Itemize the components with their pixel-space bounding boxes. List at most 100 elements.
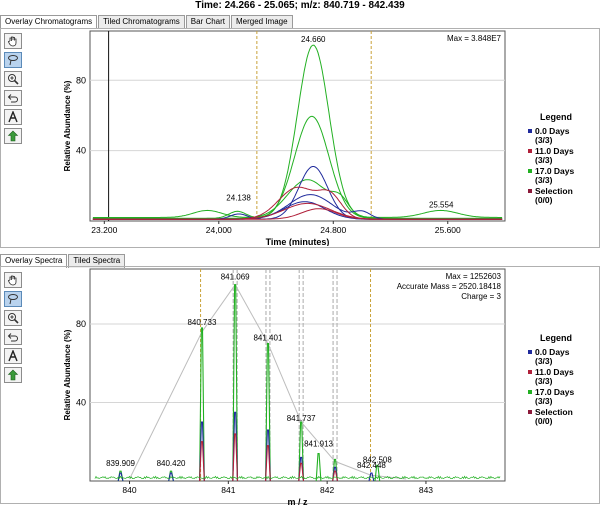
tab-merged-image[interactable]: Merged Image xyxy=(231,15,293,29)
spectrum-peak xyxy=(199,327,205,482)
zoom-tool-button[interactable] xyxy=(4,71,22,87)
lasso-tool-button[interactable] xyxy=(4,52,22,68)
spectrum-info-label: Charge = 3 xyxy=(461,292,501,301)
chromatogram-legend-swatch xyxy=(528,189,532,193)
export-icon xyxy=(7,130,19,142)
tab-tiled-spectra[interactable]: Tiled Spectra xyxy=(68,254,126,268)
tab-overlay-chromatograms[interactable]: Overlay Chromatograms xyxy=(0,15,98,29)
spectrum-chart[interactable]: 40 80 840 841 842 843 m / z Relative Abundance … xyxy=(0,266,600,505)
export-icon xyxy=(7,369,19,381)
export-button-2[interactable] xyxy=(4,367,22,383)
undo-zoom-button[interactable] xyxy=(4,90,22,106)
chromatogram-x-tick-label: 24.800 xyxy=(320,225,346,235)
hand-icon xyxy=(7,275,17,286)
spectrum-peak xyxy=(298,421,305,482)
spectrum-peak-label: 840.733 xyxy=(187,318,216,327)
spectrum-peak-label: 841.913 xyxy=(304,440,333,449)
spectrum-legend-count: (3/3) xyxy=(535,396,553,406)
spectrum-x-tick-label: 842 xyxy=(320,485,334,495)
spectrum-peak-label: 841.737 xyxy=(287,414,316,423)
chromatogram-y-tick-label: 80 xyxy=(76,75,86,85)
chromatogram-toolbar xyxy=(4,33,24,147)
annotate-button[interactable] xyxy=(4,109,22,125)
spectrum-legend-label: 11.0 Days xyxy=(535,367,574,377)
annotate-icon xyxy=(8,111,18,123)
hand-tool-button-2[interactable] xyxy=(4,272,22,288)
spectrum-legend-swatch xyxy=(528,390,532,394)
zoom-icon xyxy=(8,313,19,324)
spectrum-peak xyxy=(332,470,338,482)
chromatogram-x-axis-label: Time (minutes) xyxy=(266,237,330,246)
spectrum-legend-count: (0/0) xyxy=(535,416,553,426)
tab-tiled-chromatograms[interactable]: Tiled Chromatograms xyxy=(98,15,185,29)
chromatogram-trace xyxy=(92,44,503,218)
spectrum-peak xyxy=(265,445,271,482)
chromatogram-trace xyxy=(92,179,503,219)
spectrum-theoretical-envelope xyxy=(129,283,407,480)
spectra-tabs: Overlay Spectra Tiled Spectra xyxy=(0,254,126,268)
chromatogram-x-tick-label: 24,000 xyxy=(206,225,232,235)
chromatogram-legend-count: (3/3) xyxy=(535,175,553,185)
spectrum-peak xyxy=(298,462,305,482)
spectrum-y-tick-label: 80 xyxy=(76,319,86,329)
chromatogram-peak-label: 25.554 xyxy=(429,200,454,209)
spectrum-legend-label: 0.0 Days xyxy=(535,347,570,357)
spectrum-peak-label: 840.420 xyxy=(157,459,186,468)
chromatogram-tabs: Overlay Chromatograms Tiled Chromatogram… xyxy=(0,15,294,29)
chromatogram-max-label: Max = 3.848E7 xyxy=(447,34,502,43)
spectrum-legend-count: (3/3) xyxy=(535,376,553,386)
chromatogram-legend-swatch xyxy=(528,169,532,173)
undo-zoom-button-2[interactable] xyxy=(4,329,22,345)
spectrum-legend-label: 17.0 Days xyxy=(535,387,574,397)
spectrum-peak-label: 842.508 xyxy=(363,455,392,464)
chromatogram-plot-area xyxy=(89,30,506,222)
spectrum-peak xyxy=(265,343,271,482)
chromatogram-y-tick-label: 40 xyxy=(76,146,86,156)
zoom-tool-button-2[interactable] xyxy=(4,310,22,326)
lasso-icon xyxy=(8,294,18,305)
spectrum-legend-title: Legend xyxy=(540,333,572,343)
spectrum-peak-label: 839.909 xyxy=(106,459,135,468)
chromatogram-peak-label: 24.660 xyxy=(301,35,326,44)
chromatogram-legend-count: (3/3) xyxy=(535,135,553,145)
annotate-icon xyxy=(8,350,18,362)
spectrum-x-tick-label: 841 xyxy=(221,485,235,495)
hand-icon xyxy=(7,36,17,47)
chromatogram-legend-label: 11.0 Days xyxy=(535,146,574,156)
spectrum-peak xyxy=(232,284,239,482)
chromatogram-legend-label: 0.0 Days xyxy=(535,126,570,136)
lasso-tool-button-2[interactable] xyxy=(4,291,22,307)
chromatogram-legend-label: 17.0 Days xyxy=(535,166,574,176)
chromatogram-x-tick-label: 25.600 xyxy=(435,225,461,235)
chromatogram-chart[interactable]: 40 80 23.200 24,000 24.800 25.600 Time (minute… xyxy=(0,28,600,246)
spectrum-plot-area xyxy=(89,268,506,482)
spectrum-peak xyxy=(232,433,239,482)
tab-overlay-spectra[interactable]: Overlay Spectra xyxy=(0,254,68,268)
tab-bar-chart[interactable]: Bar Chart xyxy=(185,15,230,29)
chromatogram-legend-label: Selection xyxy=(535,186,573,196)
annotate-button-2[interactable] xyxy=(4,348,22,364)
spectrum-legend-swatch xyxy=(528,410,532,414)
chromatogram-legend-swatch xyxy=(528,149,532,153)
spectrum-y-axis-label: Relative Abundance (%) xyxy=(63,329,72,420)
zoom-icon xyxy=(8,74,19,85)
spectrum-peak-label: 841.401 xyxy=(253,334,282,343)
spectrum-x-axis-label: m / z xyxy=(287,497,308,505)
hand-tool-button[interactable] xyxy=(4,33,22,49)
undo-zoom-icon xyxy=(7,94,18,103)
chromatogram-trace xyxy=(92,208,503,220)
chromatogram-y-axis-label: Relative Abundance (%) xyxy=(63,80,72,171)
chromatogram-legend-title: Legend xyxy=(540,112,572,122)
spectrum-peak xyxy=(374,464,381,482)
lasso-icon xyxy=(8,55,18,66)
chromatogram-legend-swatch xyxy=(528,129,532,133)
export-button[interactable] xyxy=(4,128,22,144)
page-title: Time: 24.266 - 25.065; m/z: 840.719 - 84… xyxy=(195,0,405,11)
undo-zoom-icon xyxy=(7,333,18,342)
spectrum-peak xyxy=(199,441,205,482)
spectrum-legend-swatch xyxy=(528,350,532,354)
spectrum-peak xyxy=(315,452,322,482)
chromatogram-peak-label: 24.138 xyxy=(226,193,251,202)
spectrum-peak-label: 841.069 xyxy=(221,273,250,282)
spectra-toolbar xyxy=(4,272,24,386)
